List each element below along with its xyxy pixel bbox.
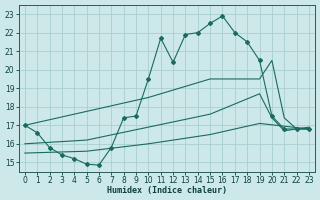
X-axis label: Humidex (Indice chaleur): Humidex (Indice chaleur) bbox=[107, 186, 227, 195]
